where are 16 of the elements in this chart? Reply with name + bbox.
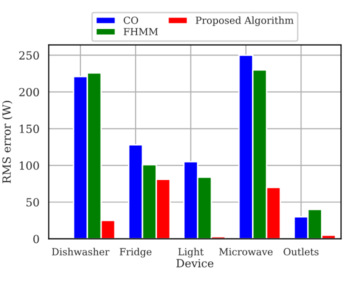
y-tick-label: 0 [33,234,39,244]
legend-label: CO [124,16,138,24]
y-tick-label: 250 [19,51,39,60]
y-tick-label: 100 [20,161,39,170]
x-tick-label: Dishwasher [52,248,110,256]
y-axis-title: RMS error (W) [2,100,12,184]
y-tick-label: 200 [19,88,39,96]
x-tick-label: Outlets [284,248,319,256]
legend-label: Proposed Algorithm [196,16,294,26]
x-tick-label: Fridge [120,248,152,258]
y-tick-label: 50 [26,198,39,207]
x-tick-label: Microwave [219,248,273,256]
x-axis-title: Device [176,259,214,268]
legend-label: FHMM [124,28,158,36]
x-tick-label: Light [178,248,204,258]
y-tick-label: 150 [20,124,39,134]
